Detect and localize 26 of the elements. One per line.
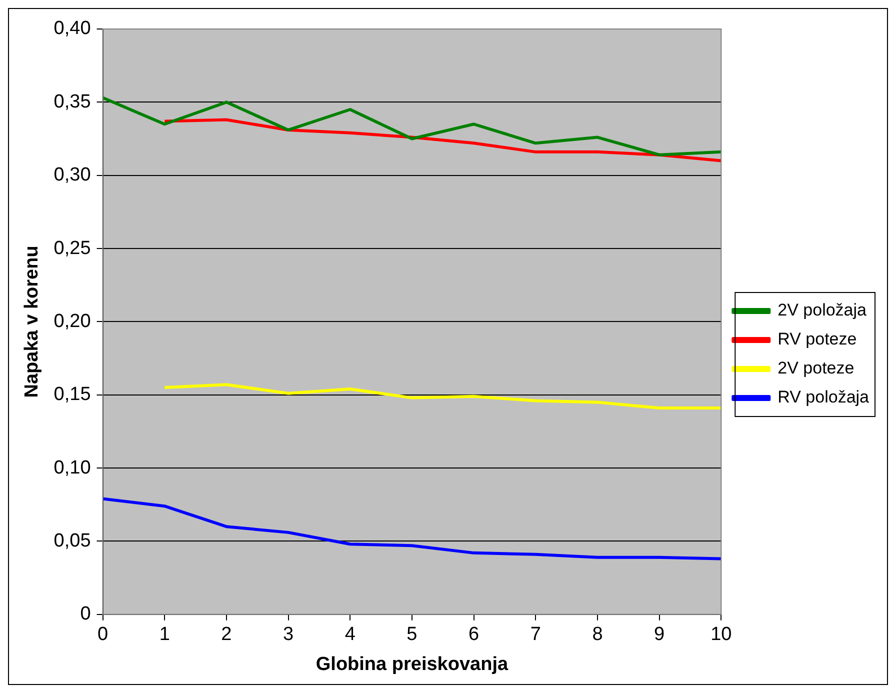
y-tick-label: 0,25: [54, 238, 91, 259]
x-tick-label: 5: [406, 624, 418, 646]
legend-label: 2V poteze: [778, 358, 854, 378]
x-tick-label: 8: [592, 624, 603, 646]
x-tick-label: 4: [344, 624, 356, 646]
y-tick-label: 0,40: [54, 18, 91, 40]
x-tick-label: 0: [97, 624, 108, 646]
x-tick-label: 7: [530, 624, 541, 646]
legend-label: 2V položaja: [778, 300, 868, 320]
legend-label: RV poteze: [778, 330, 857, 349]
y-tick-label: 0,20: [54, 310, 91, 332]
y-tick-label: 0,35: [54, 91, 91, 112]
legend-label: RV položaja: [778, 388, 870, 407]
y-tick-label: 0,30: [54, 164, 91, 186]
y-tick-label: 0,15: [54, 384, 91, 406]
x-tick-label: 3: [283, 624, 294, 646]
x-axis-title: Globina preiskovanja: [316, 654, 508, 675]
y-tick-label: 0: [80, 604, 91, 625]
x-tick-label: 10: [710, 624, 732, 646]
x-tick-label: 2: [221, 624, 232, 646]
y-tick-label: 0,10: [54, 457, 91, 478]
y-axis-title: Napaka v korenu: [22, 246, 43, 398]
x-tick-label: 1: [159, 624, 170, 646]
x-tick-label: 6: [468, 624, 480, 646]
x-tick-label: 9: [654, 624, 665, 646]
y-tick-label: 0,05: [54, 530, 91, 552]
